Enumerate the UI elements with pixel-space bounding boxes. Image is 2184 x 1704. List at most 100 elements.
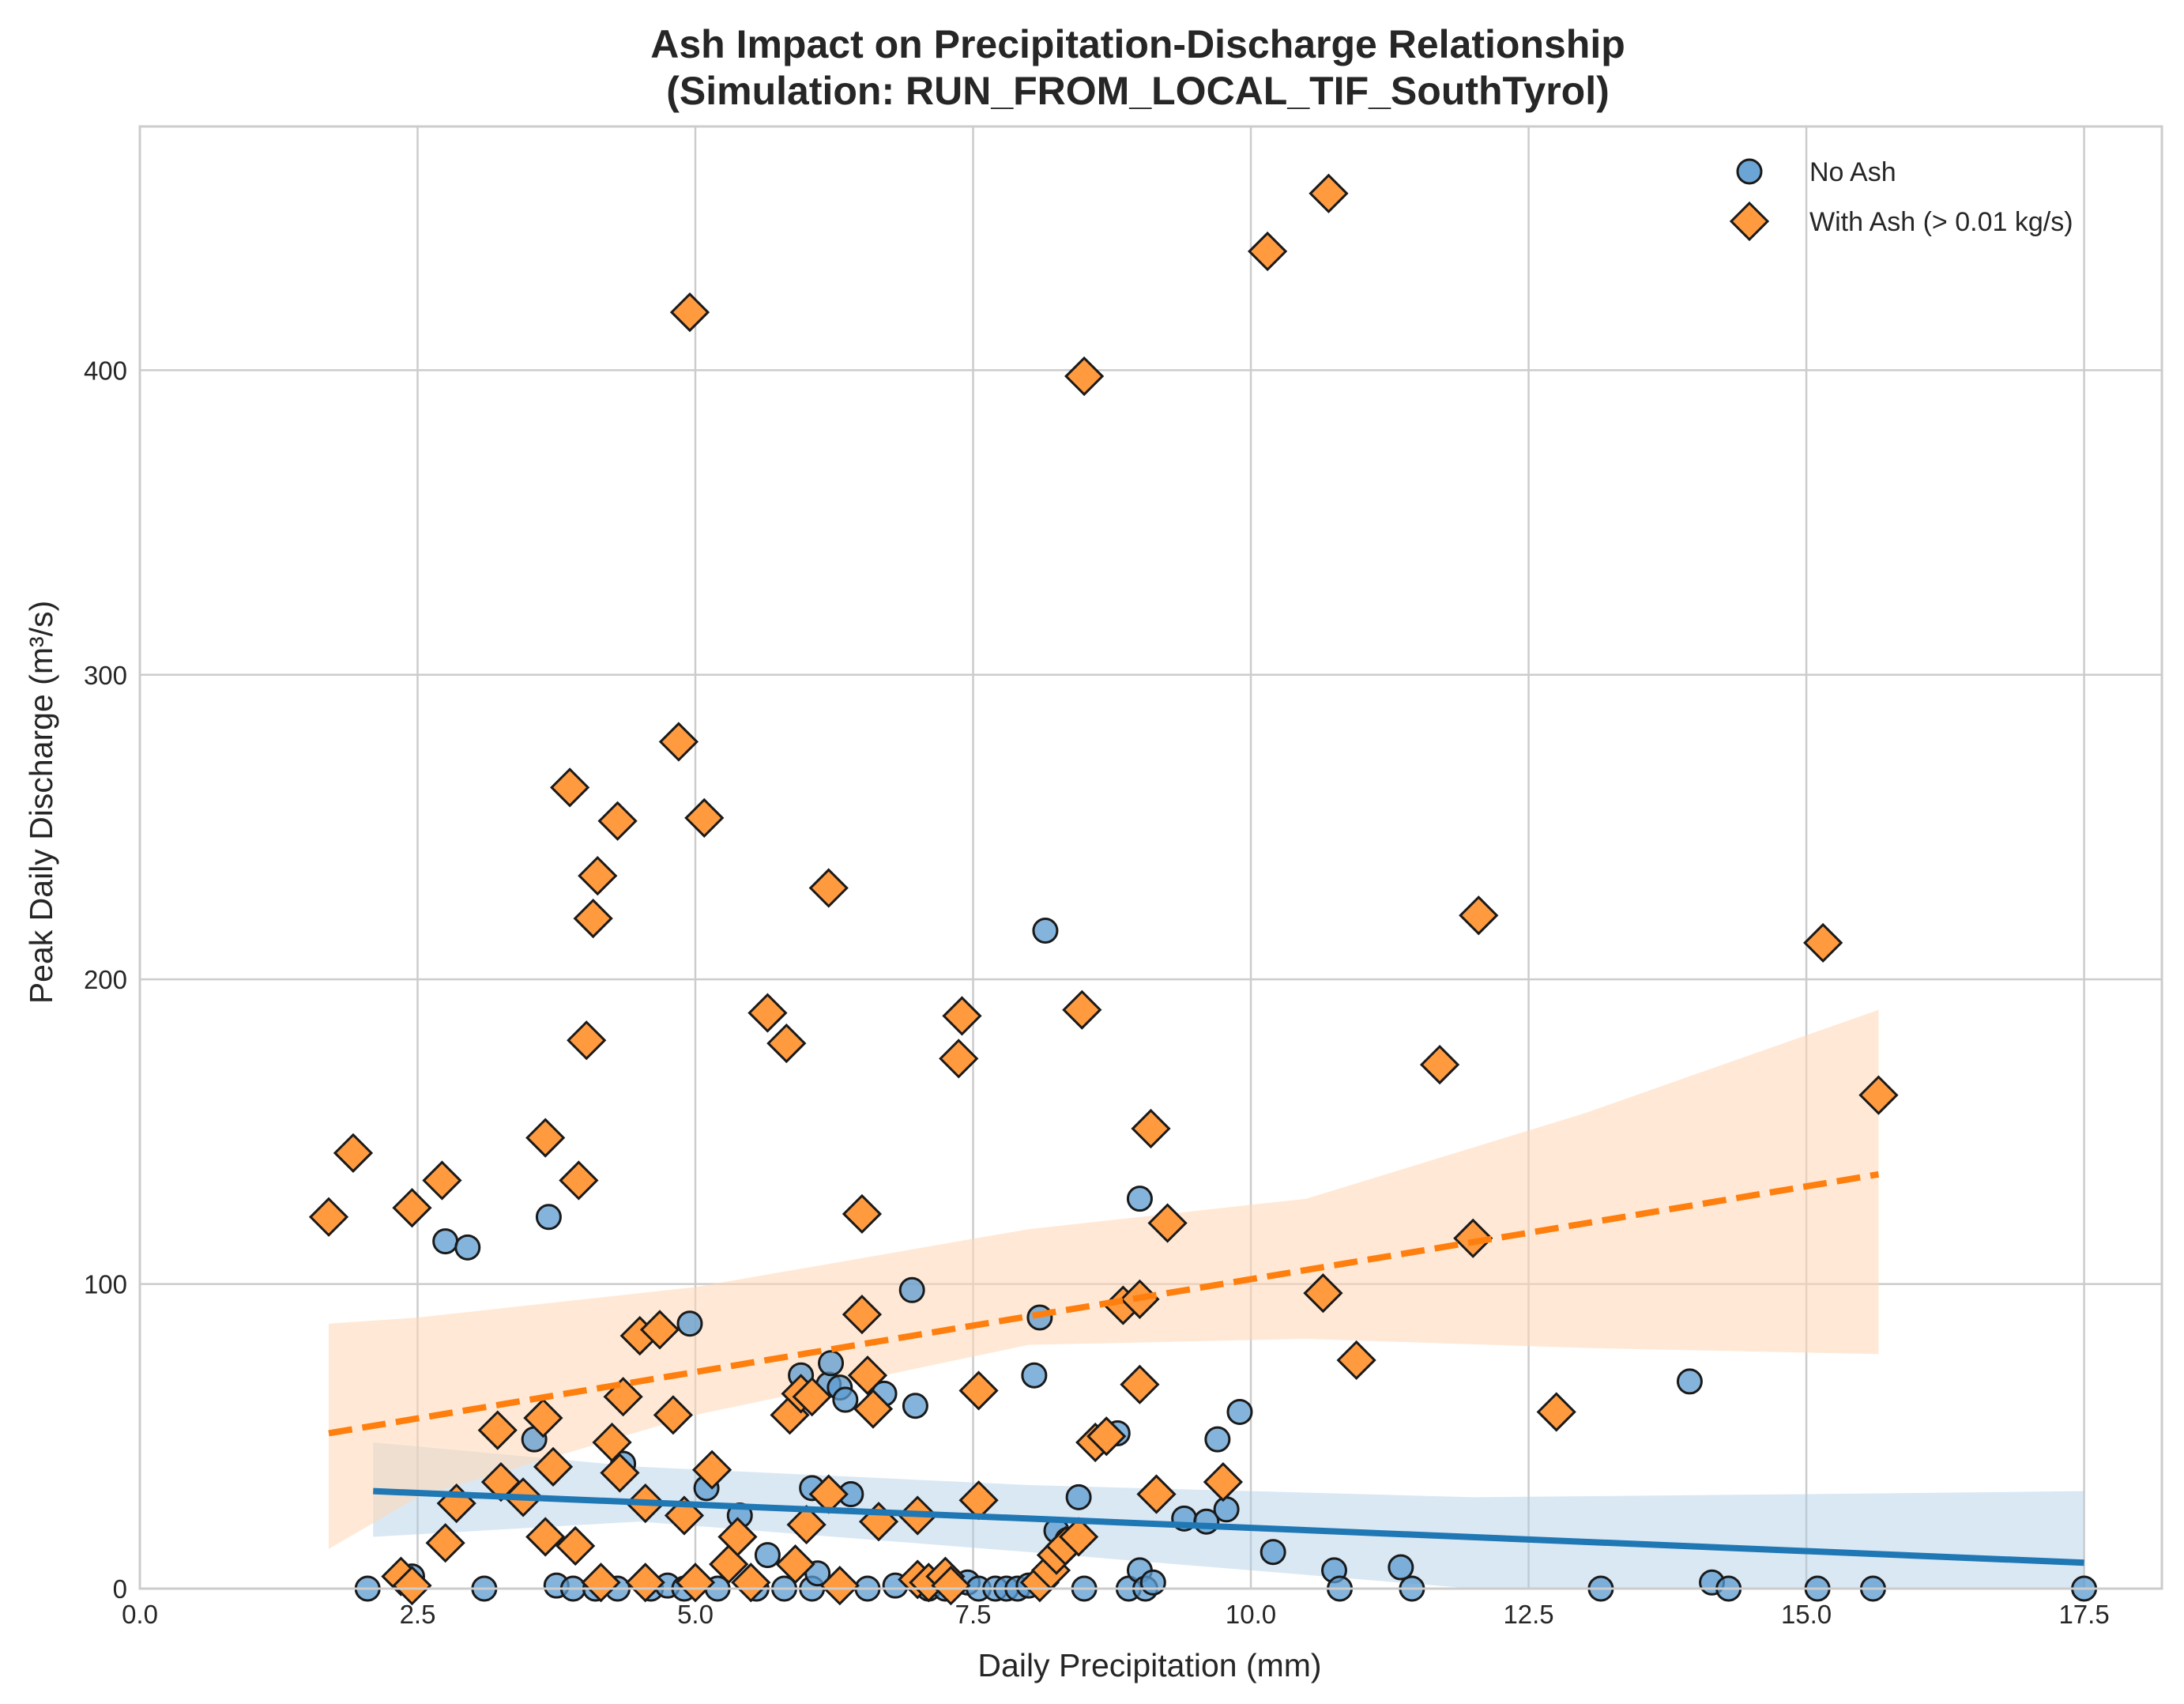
with-ash-point bbox=[675, 1563, 716, 1603]
x-tick-label: 5.0 bbox=[677, 1600, 714, 1629]
with-ash-point bbox=[819, 1566, 860, 1606]
with-ash-point bbox=[684, 797, 725, 839]
plot-frame bbox=[138, 125, 2163, 1590]
no-ash-point bbox=[1065, 1483, 1092, 1510]
with-ash-point bbox=[1309, 173, 1349, 213]
with-ash-point bbox=[308, 1197, 349, 1237]
x-tick-label: 12.5 bbox=[1503, 1600, 1553, 1629]
with-ash-point bbox=[669, 292, 710, 333]
with-ash-point bbox=[942, 996, 982, 1036]
with-ash-point bbox=[525, 1517, 566, 1557]
with-ash-point bbox=[550, 767, 590, 808]
trend-line-no-ash bbox=[373, 1487, 2084, 1566]
no-ash-point bbox=[818, 1350, 845, 1377]
no-ash-point bbox=[1021, 1362, 1048, 1389]
y-tick-label: 100 bbox=[84, 1270, 127, 1299]
no-ash-point bbox=[432, 1228, 459, 1255]
trend-line-with-ash bbox=[328, 1171, 1880, 1437]
legend-label-no-ash: No Ash bbox=[1809, 157, 1896, 187]
with-ash-point bbox=[1336, 1340, 1376, 1381]
with-ash-point bbox=[842, 1193, 883, 1235]
no-ash-point bbox=[1388, 1554, 1414, 1581]
with-ash-point bbox=[1303, 1273, 1343, 1314]
y-tick-label: 0 bbox=[113, 1574, 127, 1604]
legend-marker-with-ash bbox=[1729, 201, 1770, 242]
with-ash-point bbox=[842, 1295, 883, 1335]
no-ash-point bbox=[1126, 1186, 1153, 1212]
no-ash-point bbox=[754, 1542, 781, 1569]
with-ash-point bbox=[533, 1446, 574, 1487]
with-ash-point bbox=[939, 1039, 979, 1079]
with-ash-point bbox=[847, 1355, 888, 1396]
with-ash-point bbox=[422, 1160, 462, 1201]
with-ash-point bbox=[808, 868, 849, 908]
chart-title: Ash Impact on Precipitation-Discharge Re… bbox=[650, 22, 1625, 66]
x-tick-label: 17.5 bbox=[2058, 1600, 2109, 1629]
no-ash-point bbox=[902, 1393, 928, 1419]
chart-subtitle: (Simulation: RUN_FROM_LOCAL_TIF_SouthTyr… bbox=[666, 69, 1609, 113]
with-ash-point bbox=[1131, 1108, 1171, 1149]
legend-label-with-ash: With Ash (> 0.01 kg/s) bbox=[1809, 207, 2073, 237]
with-ash-point bbox=[1536, 1392, 1576, 1432]
with-ash-point bbox=[786, 1504, 827, 1545]
with-ash-point bbox=[1803, 922, 1843, 963]
with-ash-point bbox=[392, 1566, 432, 1606]
no-ash-point bbox=[1676, 1368, 1703, 1395]
no-ash-point bbox=[535, 1204, 562, 1231]
y-tick-labels: 0 100 200 300 400 bbox=[84, 356, 127, 1604]
with-ash-point bbox=[1147, 1203, 1188, 1243]
with-ash-point bbox=[1459, 895, 1499, 936]
x-tick-label: 2.5 bbox=[400, 1600, 436, 1629]
y-tick-label: 300 bbox=[84, 661, 127, 690]
with-ash-point bbox=[853, 1389, 894, 1429]
x-tick-labels: 0.0 2.5 5.0 7.5 10.0 12.5 15.0 17.5 bbox=[122, 1600, 2110, 1629]
with-ash-point bbox=[1858, 1075, 1899, 1115]
with-ash-point bbox=[691, 1450, 732, 1490]
x-tick-label: 0.0 bbox=[122, 1600, 158, 1629]
with-ash-point bbox=[597, 801, 638, 841]
with-ash-point bbox=[1248, 231, 1288, 272]
with-ash-point bbox=[567, 1020, 607, 1061]
with-ash-point bbox=[1064, 356, 1105, 397]
y-tick-label: 400 bbox=[84, 356, 127, 385]
with-ash-point bbox=[425, 1523, 465, 1563]
with-ash-point bbox=[581, 1563, 621, 1603]
with-ash-point bbox=[653, 1395, 694, 1435]
with-ash-point bbox=[525, 1118, 566, 1158]
with-ash-point bbox=[477, 1410, 518, 1450]
with-ash-point bbox=[1419, 1044, 1460, 1085]
with-ash-point bbox=[555, 1525, 596, 1566]
no-ash-point bbox=[1139, 1569, 1166, 1596]
x-tick-label: 7.5 bbox=[955, 1600, 992, 1629]
with-ash-point bbox=[573, 898, 613, 939]
legend: No Ash With Ash (> 0.01 kg/s) bbox=[1729, 157, 2073, 242]
x-tick-label: 15.0 bbox=[1781, 1600, 1832, 1629]
confidence-band-with-ash bbox=[329, 1009, 1879, 1549]
no-ash-point bbox=[1213, 1496, 1240, 1523]
with-ash-point bbox=[523, 1398, 563, 1438]
no-ash-point bbox=[898, 1276, 925, 1303]
x-tick-label: 10.0 bbox=[1226, 1600, 1276, 1629]
with-ash-point bbox=[731, 1563, 771, 1603]
no-ash-point bbox=[1226, 1398, 1253, 1425]
with-ash-point bbox=[1453, 1218, 1493, 1258]
with-ash-point bbox=[592, 1422, 632, 1463]
with-ash-point bbox=[559, 1160, 599, 1201]
no-ash-point bbox=[454, 1234, 481, 1261]
no-ash-point bbox=[1260, 1539, 1286, 1566]
with-ash-point bbox=[333, 1133, 374, 1173]
with-ash-point bbox=[1136, 1474, 1177, 1514]
with-ash-point bbox=[1058, 1517, 1099, 1557]
x-axis-label: Daily Precipitation (mm) bbox=[977, 1647, 1321, 1683]
no-ash-point bbox=[1204, 1426, 1231, 1453]
with-ash-point bbox=[578, 856, 618, 896]
with-ash-point bbox=[931, 1566, 971, 1606]
no-ash-point bbox=[1032, 918, 1059, 944]
with-ash-point bbox=[658, 722, 699, 762]
with-ash-point bbox=[775, 1544, 815, 1585]
with-ash-point bbox=[1120, 1364, 1160, 1404]
y-axis-label: Peak Daily Discharge (m³/s) bbox=[23, 601, 59, 1004]
no-ash-point bbox=[676, 1310, 703, 1337]
